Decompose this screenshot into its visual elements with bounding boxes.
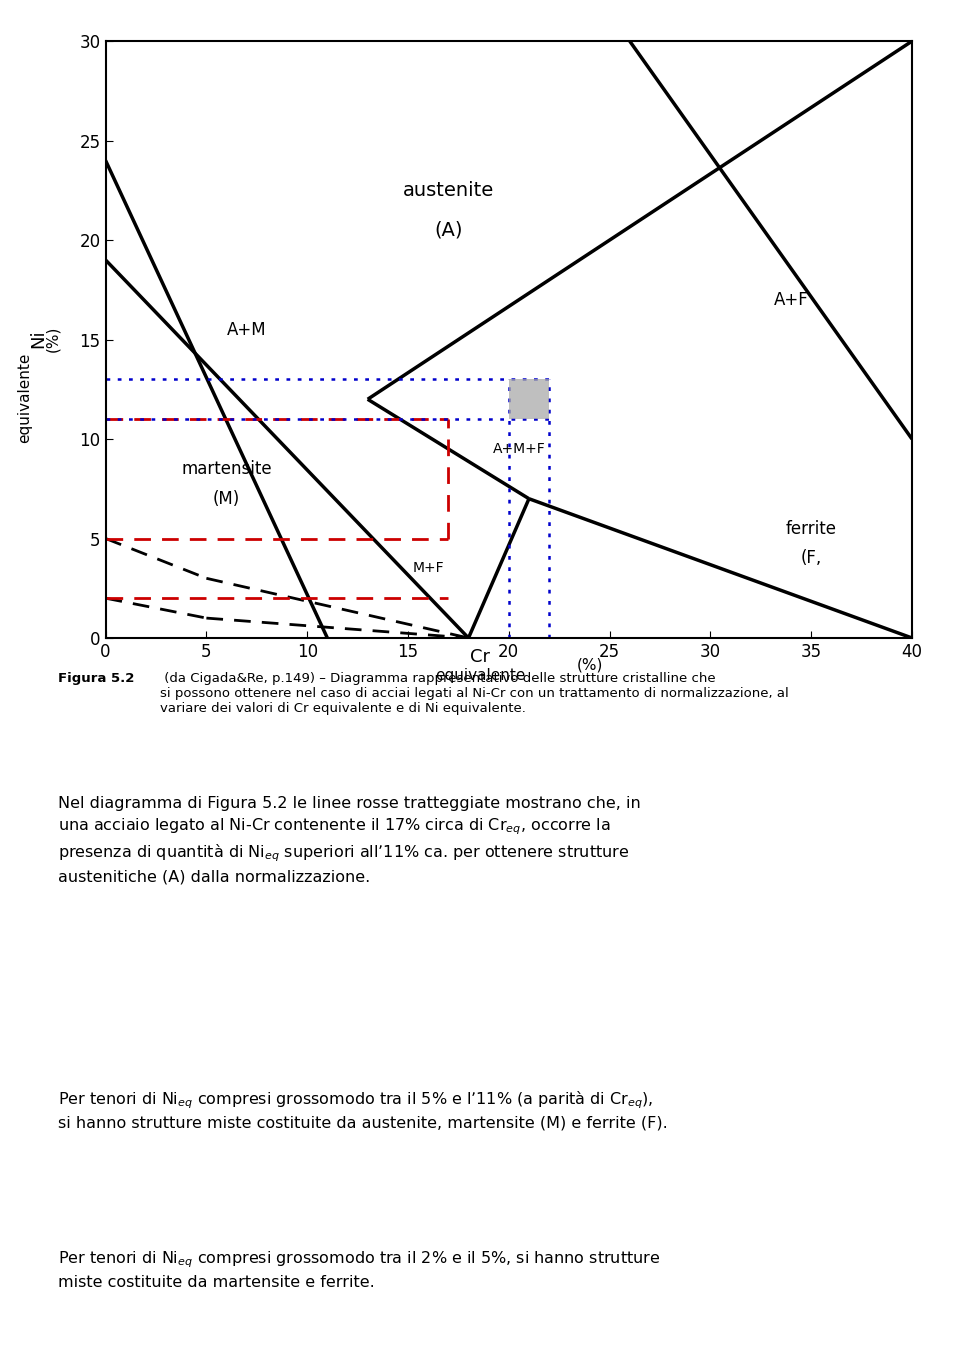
Text: Cr: Cr	[470, 648, 490, 665]
Text: A+M: A+M	[227, 321, 267, 339]
Text: A+F: A+F	[774, 291, 808, 309]
Text: (%): (%)	[45, 325, 60, 353]
Bar	[509, 379, 549, 420]
Text: Ni: Ni	[30, 329, 47, 348]
Text: A+M+F: A+M+F	[492, 442, 545, 456]
Text: (A): (A)	[434, 221, 463, 240]
Text: Per tenori di Ni$_{eq}$ compresi grossomodo tra il 5% e l’11% (a parità di Cr$_{: Per tenori di Ni$_{eq}$ compresi grossom…	[58, 1089, 667, 1131]
Text: (da Cigada&Re, p.149) – Diagramma rappresentativo delle strutture cristalline ch: (da Cigada&Re, p.149) – Diagramma rappre…	[160, 672, 789, 715]
Text: Figura 5.2: Figura 5.2	[58, 672, 134, 685]
Text: Per tenori di Ni$_{eq}$ compresi grossomodo tra il 2% e il 5%, si hanno struttur: Per tenori di Ni$_{eq}$ compresi grossom…	[58, 1250, 660, 1290]
Text: (M): (M)	[213, 490, 240, 508]
Text: (F,: (F,	[801, 549, 822, 568]
Text: ferrite: ferrite	[785, 520, 837, 538]
Text: martensite: martensite	[181, 460, 272, 477]
Text: Nel diagramma di Figura 5.2 le linee rosse tratteggiate mostrano che, in
una acc: Nel diagramma di Figura 5.2 le linee ros…	[58, 796, 640, 885]
Text: austenite: austenite	[402, 181, 494, 200]
Text: M+F: M+F	[413, 561, 444, 575]
Text: equivalente: equivalente	[17, 353, 33, 443]
Text: equivalente: equivalente	[435, 668, 525, 683]
Text: (%): (%)	[577, 657, 604, 672]
